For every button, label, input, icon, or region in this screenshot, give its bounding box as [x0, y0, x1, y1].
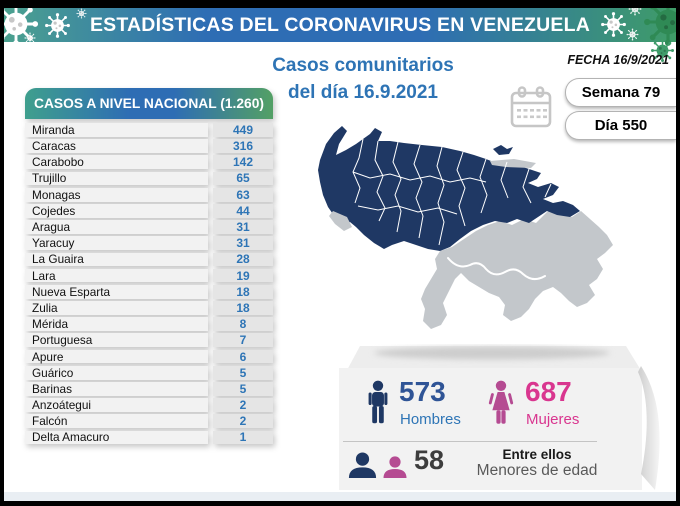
table-row: Delta Amacuro 1: [25, 430, 273, 444]
table-row: Guárico 5: [25, 366, 273, 380]
subtitle: Casos comunitarios del día 16.9.2021: [238, 52, 488, 106]
table-row: Falcón 2: [25, 414, 273, 428]
state-name: Cojedes: [25, 204, 208, 218]
state-value: 19: [213, 269, 273, 283]
venezuela-map: [318, 126, 613, 329]
state-name: Yaracuy: [25, 236, 208, 250]
map-river: [447, 257, 546, 280]
subtitle-line1: Casos comunitarios: [272, 55, 454, 76]
state-name: Caracas: [25, 139, 208, 153]
map-state-borders: [352, 138, 552, 246]
state-value: 65: [213, 171, 273, 185]
state-name: Barinas: [25, 382, 208, 396]
state-value: 31: [213, 236, 273, 250]
page-curl-shadow: [638, 366, 660, 490]
table-row: Anzoátegui 2: [25, 398, 273, 412]
state-value: 5: [213, 382, 273, 396]
state-value: 28: [213, 252, 273, 266]
state-name: Mérida: [25, 317, 208, 331]
male-icon: [365, 380, 391, 430]
state-value: 2: [213, 398, 273, 412]
minor-girl-icon: [382, 456, 408, 478]
state-value: 449: [213, 123, 273, 137]
table-row: Miranda 449: [25, 123, 273, 137]
state-name: Trujillo: [25, 171, 208, 185]
men-count: 573: [399, 376, 446, 407]
map-platform: [346, 346, 642, 372]
state-value: 18: [213, 301, 273, 315]
state-name: Lara: [25, 269, 208, 283]
map-gray-state: [329, 211, 352, 231]
table-row: Caracas 316: [25, 139, 273, 153]
state-name: Aragua: [25, 220, 208, 234]
state-value: 7: [213, 333, 273, 347]
table-row: Barinas 5: [25, 382, 273, 396]
state-value: 142: [213, 155, 273, 169]
state-name: Delta Amacuro: [25, 430, 208, 444]
state-name: Anzoátegui: [25, 398, 208, 412]
stats-panel: 573 Hombres 687 Mujeres 58 Entre ellos M…: [339, 368, 642, 490]
table-row: Apure 6: [25, 350, 273, 364]
cases-table-body: Miranda 449 Caracas 316 Carabobo 142 Tru…: [25, 123, 273, 444]
table-row: Carabobo 142: [25, 155, 273, 169]
state-name: Guárico: [25, 366, 208, 380]
table-row: Monagas 63: [25, 188, 273, 202]
table-row: Nueva Esparta 18: [25, 285, 273, 299]
state-name: Miranda: [25, 123, 208, 137]
page-title: ESTADÍSTICAS DEL CORONAVIRUS EN VENEZUEL…: [89, 14, 591, 36]
female-icon: [486, 380, 516, 430]
state-name: Falcón: [25, 414, 208, 428]
content-area: ESTADÍSTICAS DEL CORONAVIRUS EN VENEZUEL…: [4, 8, 676, 501]
women-count: 687: [525, 376, 572, 407]
stats-divider: [343, 441, 597, 442]
table-row: Zulia 18: [25, 301, 273, 315]
date-label: FECHA 16/9/2021: [567, 53, 669, 67]
cases-table: CASOS A NIVEL NACIONAL (1.260) Miranda 4…: [25, 88, 273, 447]
state-value: 1: [213, 430, 273, 444]
table-row: Aragua 31: [25, 220, 273, 234]
minor-boy-icon: [347, 452, 378, 478]
state-value: 6: [213, 350, 273, 364]
state-value: 2: [213, 414, 273, 428]
state-name: La Guaira: [25, 252, 208, 266]
state-value: 316: [213, 139, 273, 153]
table-row: Mérida 8: [25, 317, 273, 331]
map-gray-coast: [490, 159, 536, 168]
title-banner: ESTADÍSTICAS DEL CORONAVIRUS EN VENEZUEL…: [4, 8, 676, 42]
state-value: 18: [213, 285, 273, 299]
men-label: Hombres: [400, 411, 461, 428]
state-value: 8: [213, 317, 273, 331]
state-name: Apure: [25, 350, 208, 364]
map-affected-region: [318, 126, 580, 251]
state-value: 63: [213, 188, 273, 202]
table-row: Cojedes 44: [25, 204, 273, 218]
table-row: Yaracuy 31: [25, 236, 273, 250]
week-badge: Semana 79: [565, 78, 676, 107]
subtitle-line2: del día 16.9.2021: [288, 82, 438, 103]
state-name: Zulia: [25, 301, 208, 315]
map-island: [493, 145, 513, 155]
state-name: Carabobo: [25, 155, 208, 169]
table-row: La Guaira 28: [25, 252, 273, 266]
state-name: Portuguesa: [25, 333, 208, 347]
state-value: 5: [213, 366, 273, 380]
state-name: Nueva Esparta: [25, 285, 208, 299]
minors-labels: Entre ellos Menores de edad: [451, 447, 623, 480]
cases-table-header: CASOS A NIVEL NACIONAL (1.260): [25, 88, 273, 119]
table-row: Portuguesa 7: [25, 333, 273, 347]
minors-label-top: Entre ellos: [502, 447, 572, 462]
state-value: 44: [213, 204, 273, 218]
day-badge: Día 550: [565, 111, 676, 140]
women-label: Mujeres: [526, 411, 580, 428]
state-value: 31: [213, 220, 273, 234]
state-name: Monagas: [25, 188, 208, 202]
minors-count: 58: [414, 445, 445, 475]
bottom-strip: [4, 492, 676, 501]
table-row: Lara 19: [25, 269, 273, 283]
minors-label-bottom: Menores de edad: [476, 462, 598, 479]
calendar-icon: [510, 86, 552, 128]
table-row: Trujillo 65: [25, 171, 273, 185]
